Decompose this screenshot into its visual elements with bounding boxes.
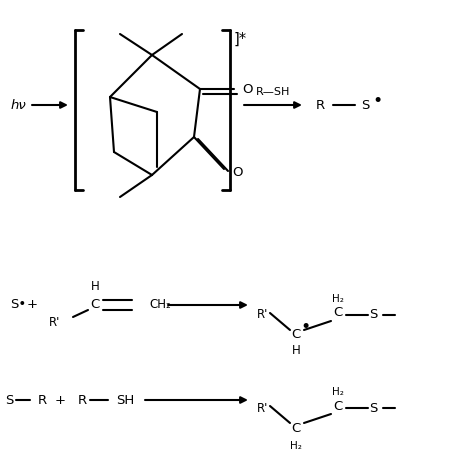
Text: +: + xyxy=(55,393,65,407)
Text: ]*: ]* xyxy=(234,32,247,47)
Text: C: C xyxy=(91,299,100,311)
Text: hν: hν xyxy=(10,99,26,111)
Text: C: C xyxy=(292,328,301,341)
Text: H₂: H₂ xyxy=(290,441,302,451)
Text: S: S xyxy=(5,393,13,407)
Text: C: C xyxy=(333,307,343,319)
Text: CH₂: CH₂ xyxy=(149,299,171,311)
Text: +: + xyxy=(27,299,37,311)
Text: R: R xyxy=(78,393,87,407)
Text: H: H xyxy=(91,281,100,293)
Text: •: • xyxy=(373,92,383,110)
Text: R': R' xyxy=(49,317,60,329)
Text: R: R xyxy=(38,393,47,407)
Text: C: C xyxy=(333,400,343,412)
Text: S: S xyxy=(369,309,377,321)
Text: S•: S• xyxy=(10,299,26,311)
Text: R—SH: R—SH xyxy=(256,87,290,97)
Text: SH: SH xyxy=(116,393,134,407)
Text: S: S xyxy=(369,401,377,414)
Text: S: S xyxy=(361,99,369,111)
Text: H: H xyxy=(292,345,301,357)
Text: H₂: H₂ xyxy=(332,387,344,397)
Text: O: O xyxy=(243,82,253,95)
Text: •: • xyxy=(301,318,311,336)
Text: R: R xyxy=(315,99,325,111)
Text: C: C xyxy=(292,421,301,435)
Text: R': R' xyxy=(256,309,268,321)
Text: H₂: H₂ xyxy=(332,294,344,304)
Text: R': R' xyxy=(256,401,268,414)
Text: O: O xyxy=(233,166,243,180)
